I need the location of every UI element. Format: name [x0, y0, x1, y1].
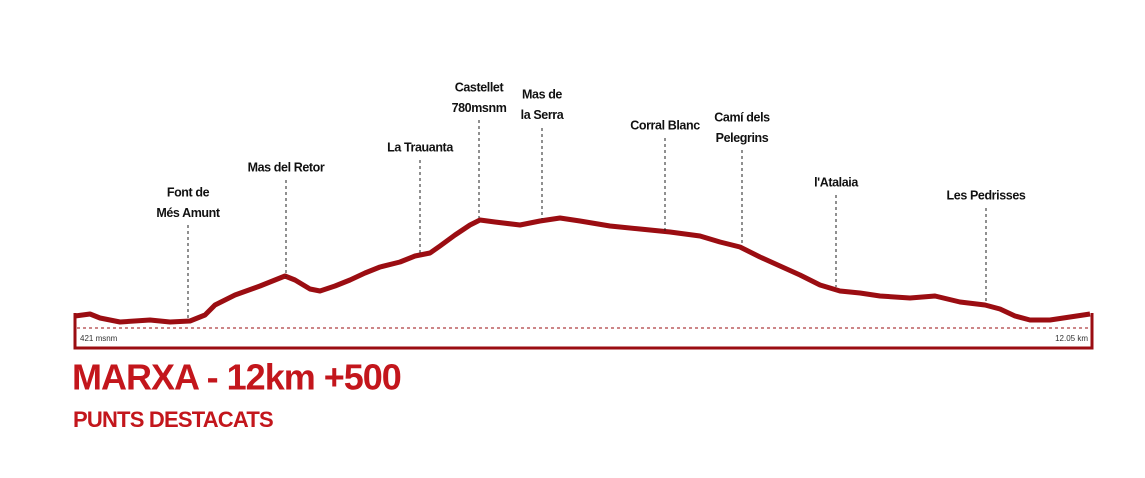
- point-label: la Serra: [521, 108, 565, 122]
- point-label: Castellet: [455, 80, 505, 94]
- point-label: l'Atalaia: [814, 175, 859, 189]
- start-label: 421 msnm: [80, 334, 118, 343]
- point-label: La Trauanta: [387, 140, 454, 154]
- point-label: 780msnm: [452, 101, 507, 115]
- point-label: Camí dels: [714, 110, 770, 124]
- point-label: Mas del Retor: [248, 160, 325, 174]
- baseline-frame: [73, 313, 1094, 350]
- point-label: Pelegrins: [716, 131, 769, 145]
- end-label: 12.05 km: [1055, 334, 1088, 343]
- points: Font de Més Amunt Mas del Retor La Trauanta…: [156, 80, 1026, 320]
- point-label: Font de: [167, 185, 210, 199]
- title: MARXA - 12km +500: [72, 357, 401, 398]
- profile-line: [74, 215, 1091, 325]
- point-label: Mas de: [522, 87, 562, 101]
- subtitle: PUNTS DESTACATS: [73, 407, 273, 432]
- point-label: Corral Blanc: [630, 118, 700, 132]
- point-label: Les Pedrisses: [947, 188, 1026, 202]
- point-label: Més Amunt: [156, 206, 221, 220]
